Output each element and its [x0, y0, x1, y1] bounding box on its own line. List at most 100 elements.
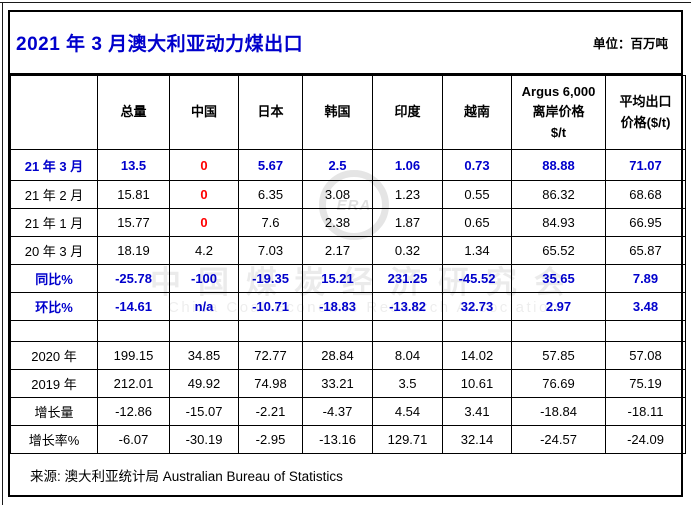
data-cell: 212.01	[97, 369, 170, 398]
table-row: 20 年 3 月 18.19 4.2 7.03 2.17 0.32 1.34 65.52 65.…	[10, 236, 686, 265]
data-cell: -13.16	[302, 425, 373, 454]
data-cell: 28.84	[302, 341, 373, 370]
data-cell: 15.81	[97, 180, 170, 209]
data-cell: -18.84	[511, 397, 606, 426]
data-cell: 86.32	[511, 180, 606, 209]
data-cell	[605, 320, 686, 342]
column-header: 中国	[169, 75, 239, 150]
data-cell: 88.88	[511, 149, 606, 181]
data-cell: 0.32	[372, 236, 443, 265]
table-row: 21 年 3 月 13.5 0 5.67 2.5 1.06 0.73 88.88 71.07	[10, 149, 686, 181]
data-cell: 2.97	[511, 292, 606, 321]
data-cell: 7.6	[238, 208, 303, 237]
row-label-header	[10, 75, 98, 150]
data-cell: -6.07	[97, 425, 170, 454]
data-cell: 2.38	[302, 208, 373, 237]
data-cell: -12.86	[97, 397, 170, 426]
data-cell: 71.07	[605, 149, 686, 181]
data-cell: 1.23	[372, 180, 443, 209]
data-cell: 35.65	[511, 264, 606, 293]
table-row: 增长量 -12.86 -15.07 -2.21 -4.37 4.54 3.41 -18.84-…	[10, 397, 686, 426]
data-cell: 68.68	[605, 180, 686, 209]
data-cell: 4.2	[169, 236, 239, 265]
data-cell: -2.21	[238, 397, 303, 426]
data-cell: 0	[169, 180, 239, 209]
data-cell: 2.5	[302, 149, 373, 181]
data-cell: -14.61	[97, 292, 170, 321]
row-label	[10, 320, 98, 342]
data-cell	[372, 320, 443, 342]
data-cell	[97, 320, 170, 342]
data-cell: -45.52	[442, 264, 512, 293]
data-cell: -24.09	[605, 425, 686, 454]
data-cell: n/a	[169, 292, 239, 321]
header-row: 总量 中国 日本 韩国 印度 越南 Argus 6,000 离岸价格 $/t 平均出口 价格(…	[10, 75, 686, 150]
table-row: 2020 年 199.15 34.85 72.77 28.84 8.04 14.02 57.8…	[10, 341, 686, 370]
table-row: 环比% -14.61 n/a -10.71 -18.83 -13.82 32.73 2.97 3…	[10, 292, 686, 321]
row-label: 2020 年	[10, 341, 98, 370]
data-cell: 34.85	[169, 341, 239, 370]
data-cell: 74.98	[238, 369, 303, 398]
data-cell: 65.52	[511, 236, 606, 265]
data-cell: -2.95	[238, 425, 303, 454]
data-cell: 129.71	[372, 425, 443, 454]
title-bar: 2021 年 3 月澳大利亚动力煤出口 单位：百万吨	[10, 12, 681, 75]
table-row: 21 年 1 月 15.77 0 7.6 2.38 1.87 0.65 84.93 66.95	[10, 208, 686, 237]
column-header: Argus 6,000 离岸价格 $/t	[511, 75, 606, 150]
sheet-gridline-top	[0, 2, 691, 3]
data-cell: 66.95	[605, 208, 686, 237]
data-cell: 0.65	[442, 208, 512, 237]
data-cell: 1.87	[372, 208, 443, 237]
column-header: 印度	[372, 75, 443, 150]
data-cell: -15.07	[169, 397, 239, 426]
row-label: 21 年 1 月	[10, 208, 98, 237]
data-cell	[302, 320, 373, 342]
data-cell	[511, 320, 606, 342]
data-cell: -100	[169, 264, 239, 293]
column-header: 越南	[442, 75, 512, 150]
data-cell	[238, 320, 303, 342]
data-cell: 15.77	[97, 208, 170, 237]
row-label: 增长量	[10, 397, 98, 426]
data-cell: 1.34	[442, 236, 512, 265]
data-cell: 33.21	[302, 369, 373, 398]
table-body: 21 年 3 月 13.5 0 5.67 2.5 1.06 0.73 88.88 71.07 21…	[10, 149, 686, 454]
row-label: 2019 年	[10, 369, 98, 398]
data-cell: 7.89	[605, 264, 686, 293]
page-title: 2021 年 3 月澳大利亚动力煤出口	[16, 34, 304, 55]
unit-label: 单位：百万吨	[592, 37, 668, 51]
row-label: 21 年 2 月	[10, 180, 98, 209]
data-cell: 8.04	[372, 341, 443, 370]
data-cell: -24.57	[511, 425, 606, 454]
exports-table: 总量 中国 日本 韩国 印度 越南 Argus 6,000 离岸价格 $/t 平均出口 价格(…	[10, 75, 686, 454]
data-cell: 4.54	[372, 397, 443, 426]
row-label: 同比%	[10, 264, 98, 293]
data-cell: 0.55	[442, 180, 512, 209]
data-cell	[169, 320, 239, 342]
data-cell: -13.82	[372, 292, 443, 321]
data-cell: 0	[169, 208, 239, 237]
row-label: 21 年 3 月	[10, 149, 98, 181]
data-cell: 3.5	[372, 369, 443, 398]
data-cell: 1.06	[372, 149, 443, 181]
data-cell: 7.03	[238, 236, 303, 265]
data-cell: -18.83	[302, 292, 373, 321]
data-cell: 14.02	[442, 341, 512, 370]
data-cell: 0.73	[442, 149, 512, 181]
data-cell: 18.19	[97, 236, 170, 265]
table-row	[10, 320, 686, 342]
data-cell: 0	[169, 149, 239, 181]
data-cell: 32.14	[442, 425, 512, 454]
data-cell: 10.61	[442, 369, 512, 398]
source-note: 来源: 澳大利亚统计局 Australian Bureau of Statist…	[30, 468, 343, 484]
data-cell: 75.19	[605, 369, 686, 398]
data-cell: 49.92	[169, 369, 239, 398]
data-cell: 65.87	[605, 236, 686, 265]
column-header: 总量	[97, 75, 170, 150]
data-cell	[442, 320, 512, 342]
table-row: 同比% -25.78 -100 -19.35 15.21 231.25 -45.52 35.6…	[10, 264, 686, 293]
data-cell: 231.25	[372, 264, 443, 293]
data-cell: 72.77	[238, 341, 303, 370]
data-cell: 84.93	[511, 208, 606, 237]
row-label: 20 年 3 月	[10, 236, 98, 265]
